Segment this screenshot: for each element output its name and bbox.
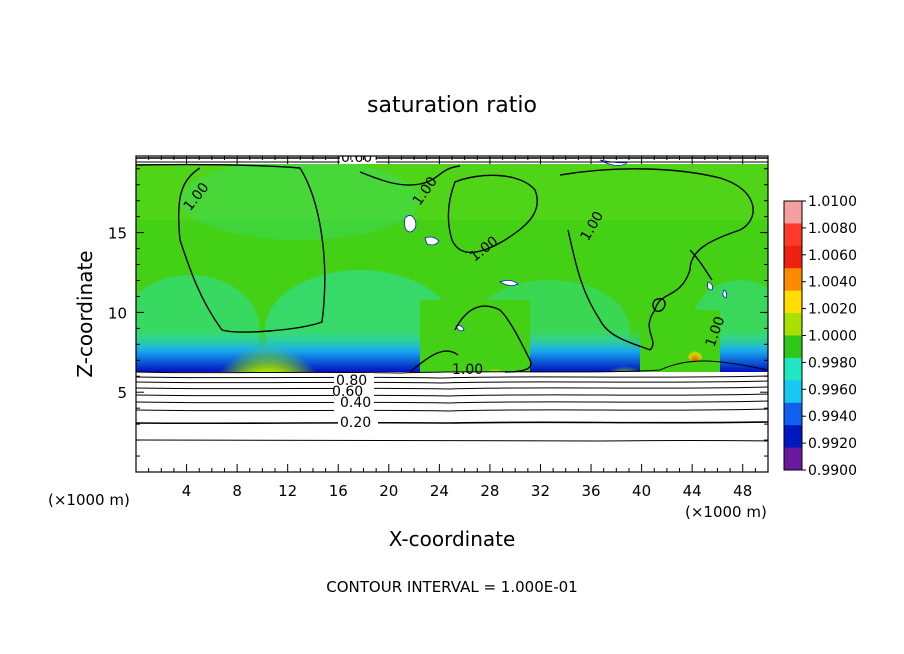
colorbar-swatch <box>784 223 802 247</box>
x-tick-label: 36 <box>581 482 600 500</box>
colorbar-swatch <box>784 313 802 336</box>
x-tick-label: 40 <box>632 482 651 500</box>
x-tick-label: 44 <box>683 482 702 500</box>
colorbar-tick-label: 0.9960 <box>808 382 857 398</box>
colorbar-tick-label: 0.9940 <box>808 409 857 425</box>
x-axis-label: X-coordinate <box>389 527 516 551</box>
x-tick-label: 28 <box>480 482 499 500</box>
x-tick-label: 20 <box>379 482 398 500</box>
colorbar-tick-label: 1.0080 <box>808 221 857 237</box>
colorbar-swatch <box>784 402 802 426</box>
x-unit-left: (×1000 m) <box>48 491 130 509</box>
cyan-region-top <box>180 160 420 240</box>
x-tick-label: 32 <box>531 482 550 500</box>
y-tick-label: 10 <box>108 304 127 322</box>
colorbar-tick-label: 0.9900 <box>808 463 857 479</box>
y-tick-label: 15 <box>108 225 127 243</box>
colorbar-tick-label: 1.0060 <box>808 248 857 264</box>
chart-title: saturation ratio <box>367 93 537 118</box>
x-tick-label: 12 <box>278 482 297 500</box>
colorbar-swatch <box>784 447 802 471</box>
colorbar-swatch <box>784 268 802 292</box>
colorbar-swatch <box>784 357 802 381</box>
contour-label-080: 0.80 <box>336 373 367 389</box>
colorbar-tick-label: 0.9920 <box>808 436 857 452</box>
plume-small-44 <box>687 342 703 362</box>
x-tick-label: 8 <box>232 482 242 500</box>
contour-label-060-top: 0.60 <box>341 150 372 166</box>
colorbar-tick-label: 1.0000 <box>808 329 857 345</box>
colorbar-swatch <box>784 335 802 359</box>
contour-interval-note: CONTOUR INTERVAL = 1.000E-01 <box>326 578 577 596</box>
contour-label-060: 0.60 <box>332 384 363 400</box>
contour-label-040: 0.40 <box>340 395 371 411</box>
lower-contours <box>136 360 768 442</box>
y-axis-label: Z-coordinate <box>73 250 97 377</box>
colorbar-tick-label: 1.0040 <box>808 275 857 291</box>
colorbar-swatch <box>784 201 802 224</box>
colorbar-swatch <box>784 290 802 314</box>
y-axis-ticks: 5 10 15 <box>108 168 768 457</box>
colorbar-tick-label: 1.0020 <box>808 302 857 318</box>
colorbar-tick-label: 0.9980 <box>808 355 857 371</box>
colorbar-swatch <box>784 245 802 269</box>
contour-label-100-f: 1.00 <box>452 362 483 378</box>
colorbar-swatch <box>784 425 802 449</box>
x-unit-right: (×1000 m) <box>685 503 767 521</box>
x-tick-label: 4 <box>182 482 192 500</box>
x-axis-ticks: 4 8 12 16 20 24 28 32 36 40 44 48 <box>148 156 756 500</box>
colorbar: 1.0100 1.0080 1.0060 1.0040 1.0020 1.0000 0.99… <box>783 194 857 479</box>
x-tick-label: 48 <box>733 482 752 500</box>
x-tick-label: 24 <box>430 482 449 500</box>
green-patch-24-30 <box>420 300 530 372</box>
x-tick-label: 16 <box>329 482 348 500</box>
y-tick-label: 5 <box>117 384 127 402</box>
colorbar-tick-label: 1.0100 <box>808 194 857 210</box>
plot-area: 0.60 1.00 1.00 1.00 1.00 1.00 1.00 0.80 … <box>136 150 768 472</box>
contour-label-020: 0.20 <box>340 415 371 431</box>
colorbar-swatch <box>784 380 802 404</box>
